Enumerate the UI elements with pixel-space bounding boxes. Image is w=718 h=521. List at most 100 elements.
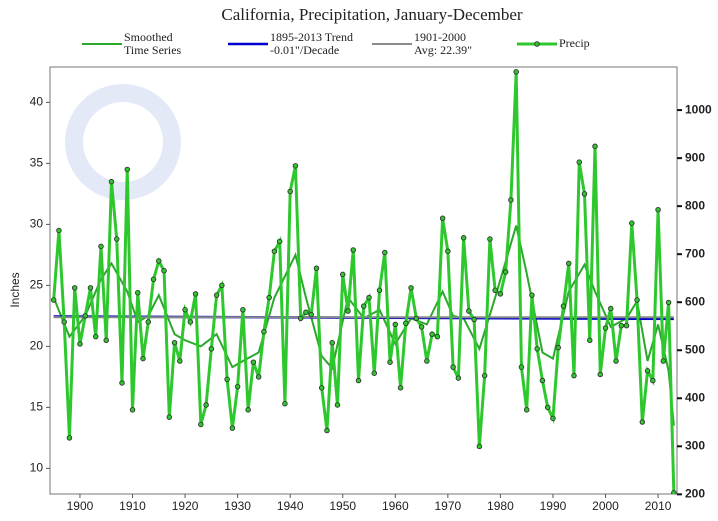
plot-frame [49, 66, 678, 495]
data-point [481, 372, 488, 379]
data-point [198, 421, 204, 428]
x-tick-label: 1910 [119, 499, 146, 513]
data-point [182, 307, 188, 313]
legend-label: 1895-2013 Trend -0.01"/Decade [270, 30, 353, 57]
data-point [418, 324, 425, 330]
data-point [103, 337, 109, 344]
data-point [282, 400, 288, 407]
y2-tick-label: 900 [685, 150, 705, 164]
data-point [392, 321, 399, 328]
y2-tick-label: 300 [685, 438, 705, 452]
data-point [665, 299, 672, 306]
legend-label: Precip [559, 36, 590, 50]
noaa-logo [65, 84, 181, 200]
data-point [324, 427, 330, 434]
data-point [597, 371, 604, 378]
data-point [266, 294, 272, 301]
data-point [387, 359, 393, 365]
data-point [71, 285, 78, 291]
data-point [413, 315, 420, 322]
data-point [581, 191, 588, 197]
x-tick-label: 1980 [487, 499, 514, 513]
y-tick-label: 10 [30, 461, 44, 475]
x-tick-label: 1930 [224, 499, 251, 513]
data-point [303, 309, 309, 315]
data-point [450, 364, 456, 370]
data-point [508, 197, 514, 203]
y2-tick-label: 1000 [685, 102, 712, 116]
data-point [140, 355, 146, 362]
x-tick-label: 1940 [277, 499, 304, 513]
legend-label-line: Time Series [124, 43, 182, 57]
data-point [145, 319, 152, 325]
data-point [313, 265, 320, 272]
data-point [224, 376, 230, 383]
data-point [403, 320, 409, 326]
data-point [171, 339, 178, 346]
data-point [92, 333, 99, 340]
data-point [129, 407, 136, 413]
y-tick-label: 40 [30, 95, 44, 109]
data-point [108, 178, 115, 185]
data-point [261, 328, 267, 335]
data-point [560, 303, 567, 309]
y2-tick-label: 400 [685, 390, 705, 404]
data-point [124, 166, 131, 173]
data-point [355, 377, 362, 384]
data-point [434, 333, 441, 340]
data-point [371, 370, 378, 376]
x-tick-label: 2010 [645, 499, 672, 513]
data-point [161, 267, 167, 274]
data-point [177, 358, 183, 364]
data-point [555, 344, 561, 351]
data-point [339, 271, 346, 278]
y-axis-label: Inches [8, 272, 22, 307]
data-point [639, 419, 646, 425]
y2-tick-label: 500 [685, 342, 705, 356]
data-point [219, 282, 225, 289]
legend-label: 1901-2000 Avg: 22.39" [414, 30, 472, 57]
data-point [460, 235, 467, 241]
x-tick-label: 1900 [67, 499, 94, 513]
data-point [534, 346, 540, 352]
data-point [408, 285, 414, 291]
data-point [623, 322, 630, 329]
data-point [308, 311, 314, 318]
data-point [366, 294, 372, 301]
legend-marker [534, 41, 540, 47]
data-point [497, 291, 504, 297]
logo-circle [65, 84, 181, 200]
legend-label: Smoothed Time Series [124, 30, 182, 57]
data-point [502, 269, 509, 275]
data-point [629, 220, 635, 226]
data-point [150, 276, 157, 283]
data-point [229, 425, 236, 431]
data-point [50, 297, 57, 303]
data-point [382, 249, 388, 256]
data-point [234, 383, 241, 390]
data-point [587, 337, 593, 344]
data-point [61, 319, 67, 325]
x-tick-label: 1990 [540, 499, 567, 513]
data-point [429, 331, 435, 337]
data-point [318, 385, 325, 391]
data-point [660, 358, 667, 364]
data-point [613, 358, 619, 364]
x-tick-label: 2000 [592, 499, 619, 513]
data-point [203, 402, 209, 408]
data-point [213, 292, 220, 298]
data-point [571, 372, 577, 379]
data-point [292, 163, 299, 169]
data-point [487, 236, 493, 242]
data-point [119, 380, 125, 386]
y2-tick-label: 600 [685, 294, 705, 308]
x-tick-label: 1950 [329, 499, 356, 513]
x-tick-label: 1960 [382, 499, 409, 513]
data-point [544, 404, 551, 411]
data-point [361, 303, 367, 309]
data-point [56, 227, 62, 234]
data-point [550, 415, 556, 422]
data-point [345, 308, 351, 314]
data-point [513, 69, 519, 75]
